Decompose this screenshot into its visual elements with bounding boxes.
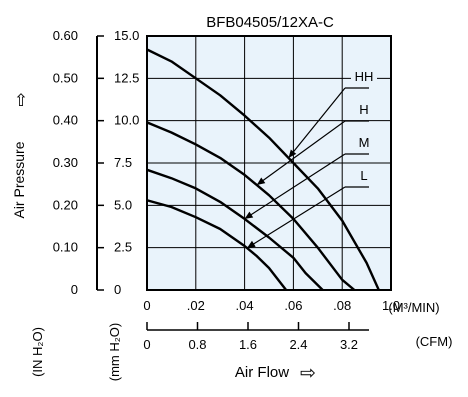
- y-tick-label-inh2o: 0.30: [53, 155, 78, 170]
- callout-arrowhead-h: [256, 177, 266, 186]
- x-tick-label: 1.0: [382, 298, 400, 313]
- y-tick-label-inh2o: 0.20: [53, 197, 78, 212]
- callout-arrowhead-l: [247, 240, 256, 249]
- y-tick-label-mmh2o: 10.0: [114, 113, 139, 128]
- x-tick-label: .08: [333, 298, 351, 313]
- plot-frame: [146, 35, 392, 291]
- y-tick-label-mmh2o: 0: [114, 282, 121, 297]
- x2-tick-label: 0: [143, 337, 150, 352]
- x2-tick-label: 1.6: [239, 337, 257, 352]
- y-tick-label-inh2o: 0.50: [53, 70, 78, 85]
- y-tick-label-mmh2o: 7.5: [114, 155, 132, 170]
- callout-arrowhead-hh: [288, 149, 297, 158]
- y-tick-label-mmh2o: 12.5: [114, 70, 139, 85]
- y-tick-label-mmh2o: 5.0: [114, 197, 132, 212]
- series-label-hh: HH: [355, 69, 374, 84]
- series-line-l: [147, 199, 288, 290]
- y-axis-label: Air Pressure: [11, 141, 27, 218]
- series-group: [147, 48, 380, 290]
- callout-label-bg: [351, 102, 377, 117]
- callout-label-bg: [351, 168, 377, 183]
- series-label-m: M: [359, 135, 370, 150]
- inh2o-unit-label: (IN H₂O): [30, 327, 45, 377]
- y-tick-label-mmh2o: 15.0: [114, 28, 139, 43]
- x-tick-label: .04: [236, 298, 254, 313]
- x-unit-label: (M³/MIN): [388, 300, 439, 315]
- chart-title: BFB04505/12XA-C: [206, 14, 334, 31]
- y-tick-label-inh2o: 0.40: [53, 113, 78, 128]
- x-tick-label: .02: [187, 298, 205, 313]
- up-arrow-icon: ⇧: [14, 91, 28, 110]
- x2-unit-label: (CFM): [416, 334, 453, 349]
- x-tick-label: 0: [143, 298, 150, 313]
- callout-leader-l: [246, 186, 346, 249]
- x2-tick-label: 2.4: [289, 337, 307, 352]
- right-arrow-icon: ⇨: [300, 363, 316, 384]
- mmh2o-unit-label: (mm H₂O): [107, 323, 122, 381]
- y-tick-label-inh2o: 0.10: [53, 240, 78, 255]
- axes: 0 2.5 5.0 7.5 10.0 12.5 15.0 0 0.10 0.20 0.30 0.40 0…: [53, 28, 400, 352]
- y-tick-label-mmh2o: 2.5: [114, 240, 132, 255]
- callout-arrowhead-m: [244, 211, 254, 219]
- series-label-h: H: [359, 102, 368, 117]
- x-tick-label: .06: [284, 298, 302, 313]
- callout-leader-m: [244, 153, 346, 220]
- series-line-h: [147, 121, 356, 290]
- x-axis-label: Air Flow: [235, 364, 289, 381]
- x2-tick-label: 0.8: [188, 337, 206, 352]
- x2-tick-label: 3.2: [340, 337, 358, 352]
- series-label-l: L: [360, 168, 367, 183]
- callout-label-bg: [351, 69, 377, 84]
- callout-label-bg: [351, 135, 377, 150]
- callout-leader-h: [256, 120, 346, 186]
- callout-leader-hh: [288, 87, 346, 159]
- y-tick-label-inh2o: 0.60: [53, 28, 78, 43]
- y-tick-label-inh2o: 0: [71, 282, 78, 297]
- series-line-hh: [147, 48, 380, 290]
- series-line-m: [147, 168, 324, 290]
